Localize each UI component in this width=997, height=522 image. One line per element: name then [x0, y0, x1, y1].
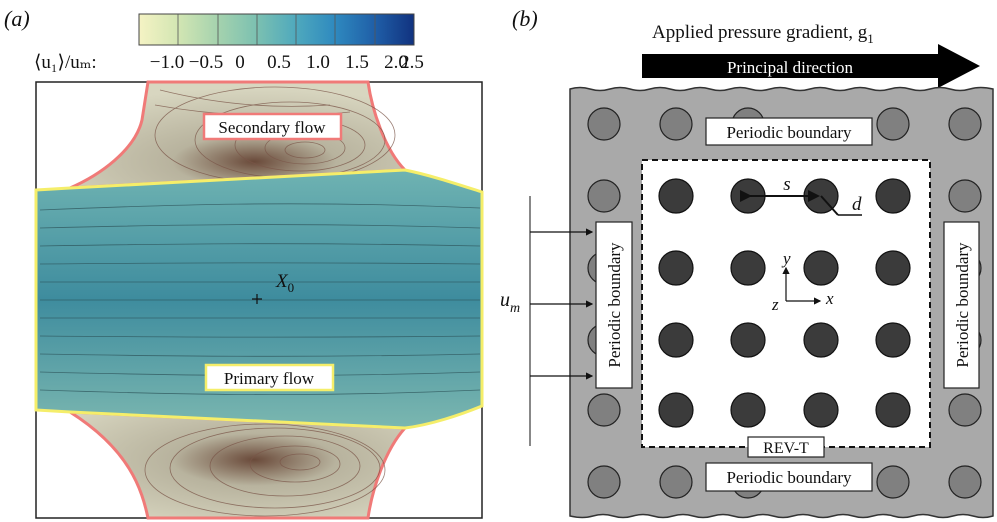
- inner-cylinder: [730, 392, 766, 428]
- outer-cylinder: [587, 179, 621, 213]
- outer-cylinder: [587, 107, 621, 141]
- outer-cylinder: [948, 179, 982, 213]
- colorbar-tick: 1.0: [306, 52, 330, 73]
- d-label: d: [852, 194, 862, 215]
- secondary-flow-label: Secondary flow: [218, 118, 326, 137]
- x-axis-label: x: [825, 289, 834, 308]
- inner-cylinder: [658, 250, 694, 286]
- colorbar-tick: −1.0: [150, 52, 184, 73]
- inner-cylinder: [875, 178, 911, 214]
- inner-cylinder: [658, 178, 694, 214]
- outer-cylinder: [876, 107, 910, 141]
- periodic-boundary-right-box: [943, 221, 980, 389]
- outer-cylinder: [587, 465, 621, 499]
- inner-cylinder: [658, 392, 694, 428]
- secondary-streamlines-bottom: [144, 423, 386, 517]
- inflow-arrows: [530, 228, 594, 380]
- periodic-boundary-top-label: Periodic boundary: [726, 123, 852, 142]
- inner-cylinder: [803, 322, 839, 358]
- x0-marker: [252, 294, 262, 304]
- primary-flow-box: [204, 363, 335, 392]
- colorbar: [138, 13, 415, 46]
- inner-cylinder: [875, 322, 911, 358]
- colorbar-dividers: [177, 14, 376, 45]
- colorbar-tick: 2.0: [384, 52, 408, 73]
- rev-t-label: REV-T: [763, 440, 809, 457]
- d-dimension-line: [820, 195, 839, 216]
- pressure-gradient-title: Applied pressure gradient, g1: [652, 22, 874, 46]
- inner-cylinder: [803, 250, 839, 286]
- periodic-boundary-top-box: [705, 117, 873, 146]
- outer-cylinder: [659, 465, 693, 499]
- periodic-boundary-bottom-label: Periodic boundary: [726, 468, 852, 487]
- inner-cylinder: [730, 250, 766, 286]
- outer-cylinder: [659, 107, 693, 141]
- inner-cylinders: [658, 178, 911, 428]
- outer-cylinder: [948, 393, 982, 427]
- inner-cylinder: [875, 392, 911, 428]
- outer-cylinder: [948, 465, 982, 499]
- rev-t-box: [747, 436, 825, 458]
- colorbar-tick: 0.5: [267, 52, 291, 73]
- panel-b-label: (b): [512, 6, 538, 31]
- primary-flow-label: Primary flow: [224, 369, 315, 388]
- colorbar-tick: 1.5: [345, 52, 369, 73]
- um-label: um: [500, 289, 520, 316]
- y-axis-label: y: [781, 249, 791, 268]
- inner-cylinder: [875, 250, 911, 286]
- principal-direction-label: Principal direction: [727, 58, 854, 77]
- colorbar-axis-label: ⟨u₁⟩/uₘ:: [34, 52, 97, 73]
- colorbar-ticks: −1.0 −0.5 0 0.5 1.0 1.5 2.0 2.5: [150, 52, 424, 73]
- inner-cylinder: [803, 392, 839, 428]
- inner-cylinder: [658, 322, 694, 358]
- colorbar-tick: 2.5: [400, 52, 424, 73]
- colorbar-tick: 0: [235, 52, 245, 73]
- inner-cylinder: [730, 322, 766, 358]
- outer-cylinder: [876, 465, 910, 499]
- colorbar-tick: −0.5: [189, 52, 223, 73]
- principal-direction-arrow: [642, 44, 980, 88]
- secondary-region-bottom: [64, 410, 409, 520]
- periodic-boundary-left-box: [595, 221, 633, 389]
- x0-label: X0: [275, 271, 294, 295]
- outer-cylinder: [587, 393, 621, 427]
- secondary-flow-box: [202, 112, 343, 141]
- periodic-boundary-right-label: Periodic boundary: [953, 242, 972, 368]
- periodic-boundary-bottom-box: [705, 462, 873, 492]
- outer-cylinder: [948, 107, 982, 141]
- z-axis-label: z: [771, 295, 779, 314]
- s-label: s: [783, 174, 790, 195]
- panel-a-label: (a): [4, 6, 30, 31]
- periodic-boundary-left-label: Periodic boundary: [605, 242, 624, 368]
